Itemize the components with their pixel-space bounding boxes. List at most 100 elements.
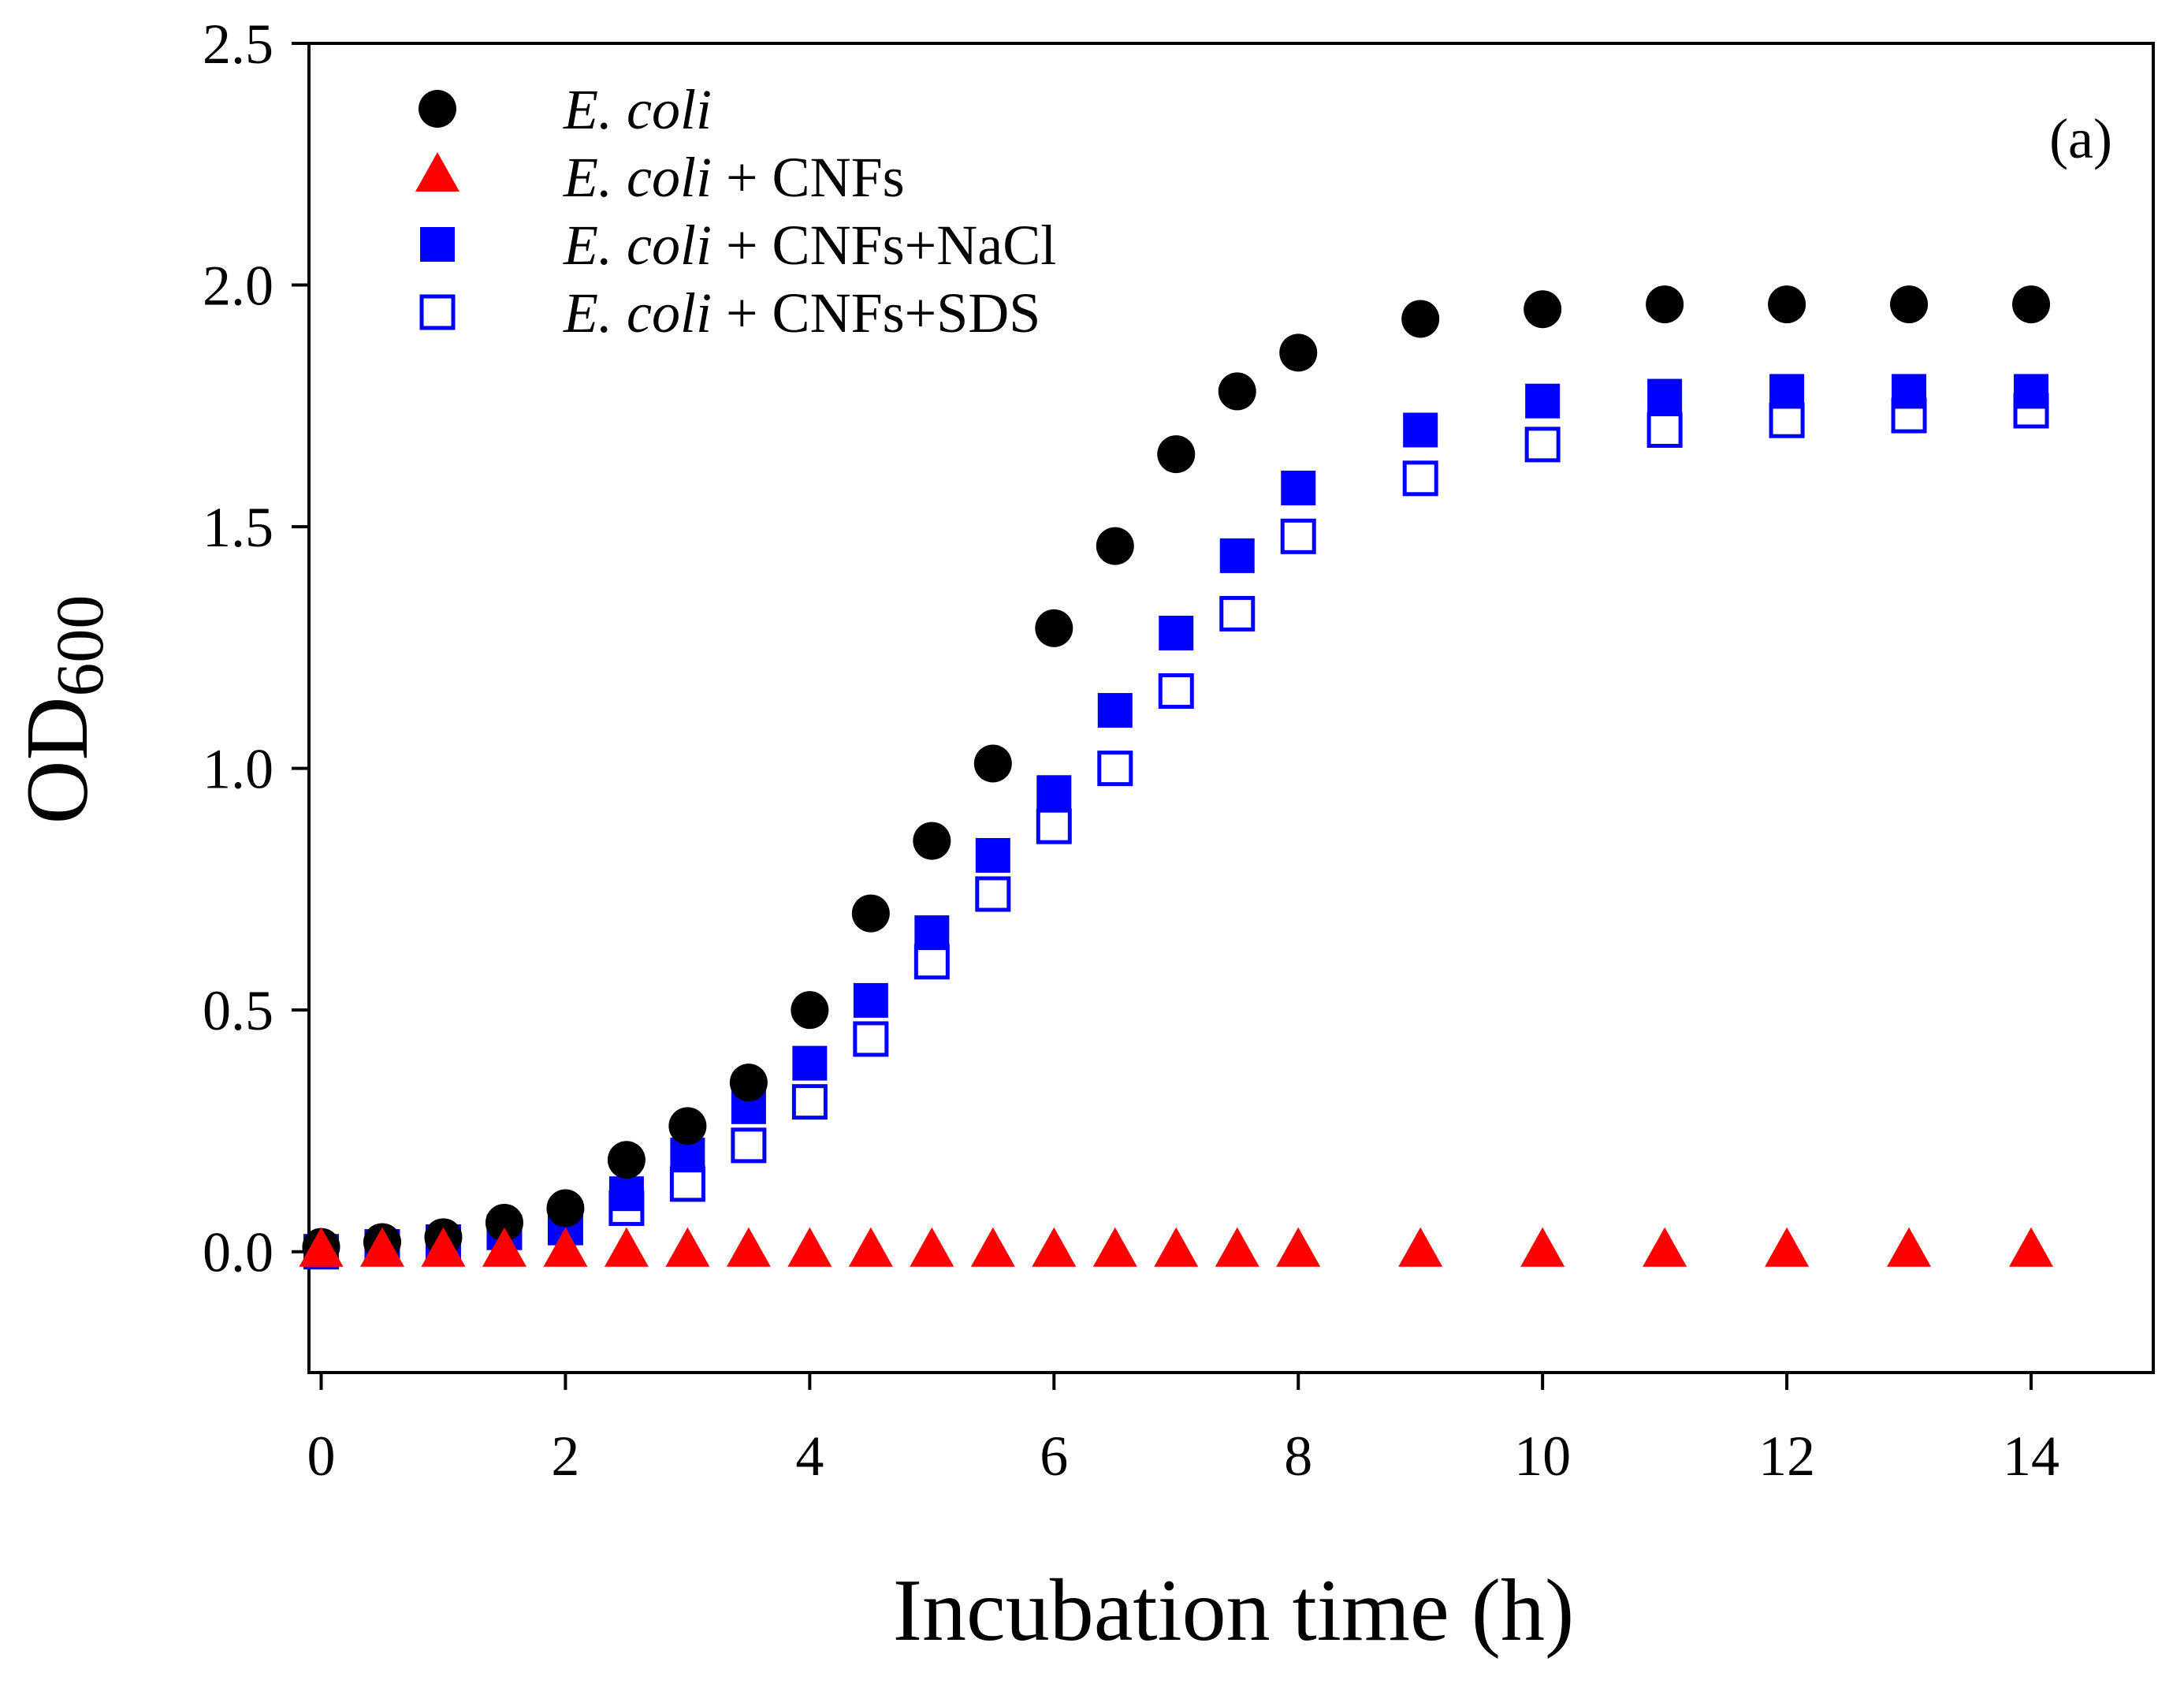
data-point [1218, 372, 1256, 411]
data-point [546, 1189, 585, 1227]
data-point [669, 1166, 705, 1202]
data-point [791, 991, 829, 1030]
data-point [787, 1227, 832, 1267]
data-point [726, 1227, 771, 1267]
y-axis-title: OD600 [9, 595, 117, 825]
data-point [1036, 808, 1072, 844]
data-point [1219, 595, 1256, 631]
x-tick-label: 0 [307, 1425, 335, 1488]
data-point [1157, 435, 1196, 474]
y-axis-title-main: OD [9, 697, 106, 825]
series-triangle [299, 1227, 2054, 1267]
data-point [1279, 333, 1318, 372]
data-point [2014, 374, 2049, 409]
data-point [1890, 285, 1929, 324]
x-tick-label: 4 [795, 1425, 824, 1488]
data-point [1215, 1227, 1259, 1267]
data-point [1398, 1227, 1443, 1267]
data-point [913, 821, 951, 860]
y-axis-title-subscript: 600 [42, 595, 117, 697]
data-point [792, 1045, 828, 1081]
data-point [299, 1227, 344, 1267]
data-point [1096, 527, 1134, 565]
data-point [604, 1227, 649, 1267]
data-point [1097, 751, 1133, 787]
data-point [1892, 374, 1927, 409]
data-point [1097, 693, 1133, 728]
data-point [359, 1227, 404, 1267]
legend-label-rest: + CNFs+NaCl [712, 214, 1056, 277]
data-point [851, 894, 890, 933]
y-tick-label: 1.0 [203, 738, 273, 801]
data-point [1525, 383, 1561, 419]
data-point [853, 982, 888, 1018]
data-point [1092, 1227, 1137, 1267]
legend-marker [419, 294, 456, 330]
x-tick-label: 14 [2003, 1425, 2059, 1488]
legend-label-italic: E. coli [563, 214, 712, 277]
series-square-filled [303, 374, 2049, 1269]
data-point [1035, 609, 1073, 647]
data-point [1647, 378, 1683, 414]
data-point [975, 837, 1010, 873]
data-point [1765, 1227, 1810, 1267]
data-point [421, 1227, 466, 1267]
x-axis: 0 2 4 6 8 10 12 14 [307, 1373, 2059, 1488]
legend-label-italic: E. coli [563, 146, 712, 209]
x-tick-label: 6 [1040, 1425, 1068, 1488]
data-point [2009, 1227, 2054, 1267]
data-point [607, 1141, 646, 1179]
data-point [791, 1084, 828, 1120]
legend-label-italic: E. coli [563, 281, 712, 345]
data-point [543, 1227, 588, 1267]
data-point [482, 1227, 526, 1267]
data-point [1646, 412, 1683, 448]
legend-label-rest: + CNFs+SDS [712, 281, 1040, 345]
data-point [668, 1107, 707, 1146]
data-point [1159, 615, 1194, 650]
data-point [1158, 673, 1194, 710]
legend-label: E. coli + CNFs+NaCl [563, 214, 1056, 277]
data-point [1402, 460, 1438, 497]
x-tick-label: 10 [1514, 1425, 1571, 1488]
plot-frame [307, 42, 2155, 1374]
x-tick-label: 12 [1758, 1425, 1815, 1488]
data-point [1281, 471, 1316, 506]
data-point [910, 1227, 954, 1267]
data-point [1887, 1227, 1932, 1267]
legend-label-italic: E. coli [563, 78, 712, 141]
data-point [1643, 1227, 1687, 1267]
data-point [1769, 402, 1805, 438]
data-point [1769, 374, 1805, 409]
legend-label-rest: + CNFs [712, 146, 905, 209]
legend-marker [419, 90, 456, 128]
data-point [729, 1064, 768, 1102]
data-point [848, 1227, 893, 1267]
data-point [853, 1021, 889, 1057]
y-tick-label: 2.0 [203, 255, 273, 318]
data-point [1401, 300, 1440, 338]
panel-label: (a) [2049, 107, 2112, 170]
data-point [485, 1203, 523, 1242]
x-tick-label: 8 [1284, 1425, 1312, 1488]
data-point [1036, 775, 1072, 810]
data-point [1219, 538, 1255, 573]
data-point [913, 944, 950, 980]
data-point [973, 744, 1012, 783]
data-point [970, 1227, 1015, 1267]
y-tick-label: 0.5 [203, 979, 273, 1042]
data-point [914, 915, 950, 951]
x-tick-label: 2 [551, 1425, 579, 1488]
y-axis: 0.0 0.5 1.0 1.5 2.0 2.5 [203, 13, 309, 1284]
data-series [299, 285, 2054, 1270]
y-tick-label: 0.0 [203, 1221, 273, 1284]
data-point [975, 876, 1011, 912]
y-tick-label: 1.5 [203, 496, 273, 559]
data-point [1646, 285, 1684, 324]
data-point [1154, 1227, 1199, 1267]
data-point [1403, 412, 1438, 448]
data-point [1276, 1227, 1321, 1267]
legend-label: E. coli [563, 78, 712, 141]
legend-marker [415, 152, 459, 192]
